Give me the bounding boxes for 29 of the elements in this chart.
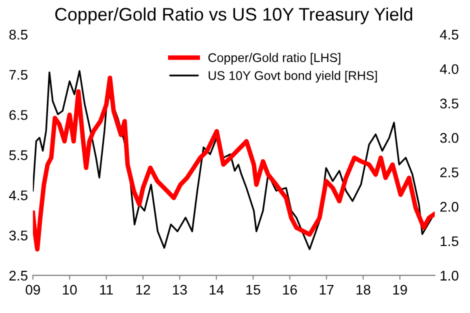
- chart-title: Copper/Gold Ratio vs US 10Y Treasury Yield: [55, 7, 412, 24]
- x-tick-label: 10: [62, 284, 77, 295]
- y2-tick-label: 4.5: [440, 30, 458, 40]
- y-tick-label: 8.5: [9, 30, 28, 40]
- y2-tick-label: 3.0: [440, 133, 458, 143]
- x-tick-label: 11: [100, 284, 113, 295]
- x-tick-label: 19: [393, 284, 407, 295]
- y2-tick-label: 1.0: [440, 270, 458, 281]
- x-tick-label: 12: [136, 284, 150, 295]
- x-tick-label: 13: [173, 284, 187, 295]
- y2-tick-label: 3.5: [440, 98, 458, 108]
- x-tick-label: 14: [210, 284, 224, 295]
- y-tick-label: 2.5: [9, 270, 28, 281]
- x-tick-label: 09: [26, 284, 40, 295]
- y2-tick-label: 2.5: [440, 167, 458, 178]
- x-tick-label: 17: [320, 284, 334, 295]
- y2-tick-label: 2.0: [440, 202, 458, 212]
- x-tick-label: 16: [283, 284, 297, 295]
- y-tick-label: 5.5: [9, 150, 28, 160]
- y-tick-label: 4.5: [9, 190, 28, 200]
- legend-label: Copper/Gold ratio [LHS]: [208, 52, 340, 65]
- y-tick-label: 3.5: [9, 230, 28, 240]
- x-tick-label: 15: [246, 284, 260, 295]
- y2-tick-label: 1.5: [440, 236, 458, 246]
- y-tick-label: 6.5: [9, 110, 28, 120]
- legend-label: US 10Y Govt bond yield [RHS]: [208, 70, 377, 82]
- x-tick-label: 18: [356, 284, 370, 295]
- y2-tick-label: 4.0: [440, 64, 458, 74]
- y-tick-label: 7.5: [9, 70, 28, 80]
